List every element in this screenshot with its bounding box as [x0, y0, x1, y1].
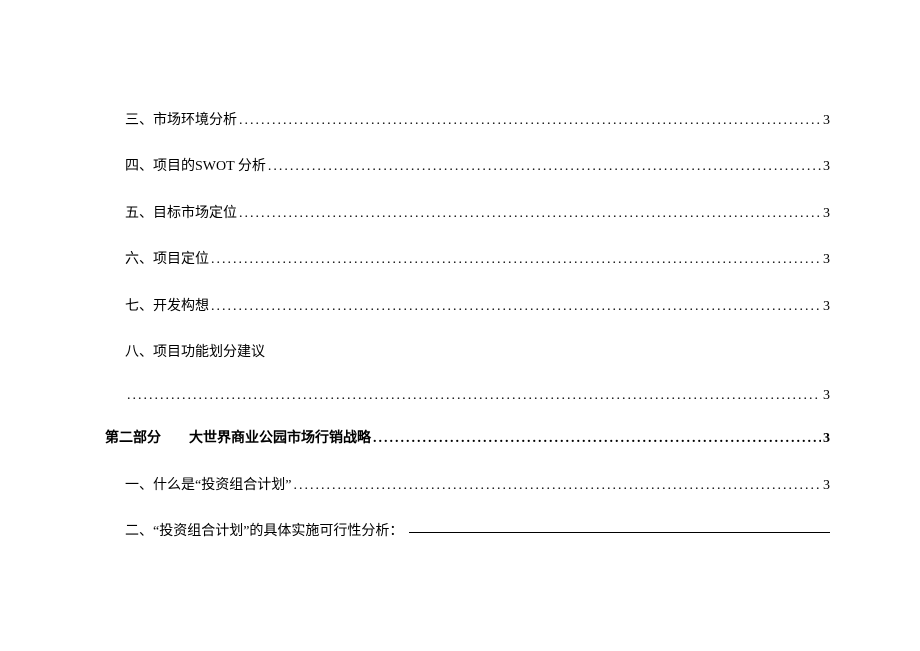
toc-entry: 五、目标市场定位 3 — [105, 203, 830, 225]
toc-leader — [211, 296, 821, 318]
toc-entry-continuation: 3 — [105, 388, 830, 404]
toc-label: 五、目标市场定位 — [125, 203, 237, 225]
toc-label: 八、项目功能划分建议 — [125, 342, 265, 364]
toc-entry: 六、项目定位 3 — [105, 249, 830, 271]
toc-section-title: 大世界商业公园市场行销战略 — [189, 428, 371, 450]
toc-leader — [239, 110, 821, 132]
toc-label: 七、开发构想 — [125, 296, 209, 318]
toc-entry: 七、开发构想 3 — [105, 296, 830, 318]
toc-leader — [239, 203, 821, 225]
toc-page: 3 — [823, 428, 830, 450]
toc-section-heading: 第二部分 大世界商业公园市场行销战略 3 — [105, 428, 830, 450]
toc-section-number: 第二部分 — [105, 428, 161, 450]
toc-page: 3 — [823, 296, 830, 318]
toc-leader — [268, 156, 821, 178]
toc-label: 二、“投资组合计划”的具体实施可行性分析： — [125, 521, 403, 543]
toc-entry: 三、市场环境分析 3 — [105, 110, 830, 132]
toc-label: 六、项目定位 — [125, 249, 209, 271]
toc-entry: 四、项目的SWOT 分析 3 — [105, 156, 830, 178]
toc-page: 3 — [823, 110, 830, 132]
toc-page: 3 — [823, 249, 830, 271]
toc-entry-label-only: 八、项目功能划分建议 — [105, 342, 830, 364]
toc-entry: 一、什么是“投资组合计划” 3 — [105, 475, 830, 497]
toc-leader — [373, 428, 821, 450]
toc-label: 一、什么是“投资组合计划” — [125, 475, 291, 497]
toc-page: 3 — [823, 156, 830, 178]
toc-leader — [127, 388, 821, 404]
toc-entry-trailing: 二、“投资组合计划”的具体实施可行性分析： — [105, 521, 830, 543]
toc-page: 3 — [823, 203, 830, 225]
toc-leader — [211, 249, 821, 271]
toc-label: 三、市场环境分析 — [125, 110, 237, 132]
toc-page: 3 — [823, 475, 830, 497]
toc-label: 四、项目的SWOT 分析 — [125, 156, 266, 178]
toc-page: 3 — [823, 388, 830, 404]
toc-leader — [293, 475, 821, 497]
underline-leader — [409, 532, 830, 533]
